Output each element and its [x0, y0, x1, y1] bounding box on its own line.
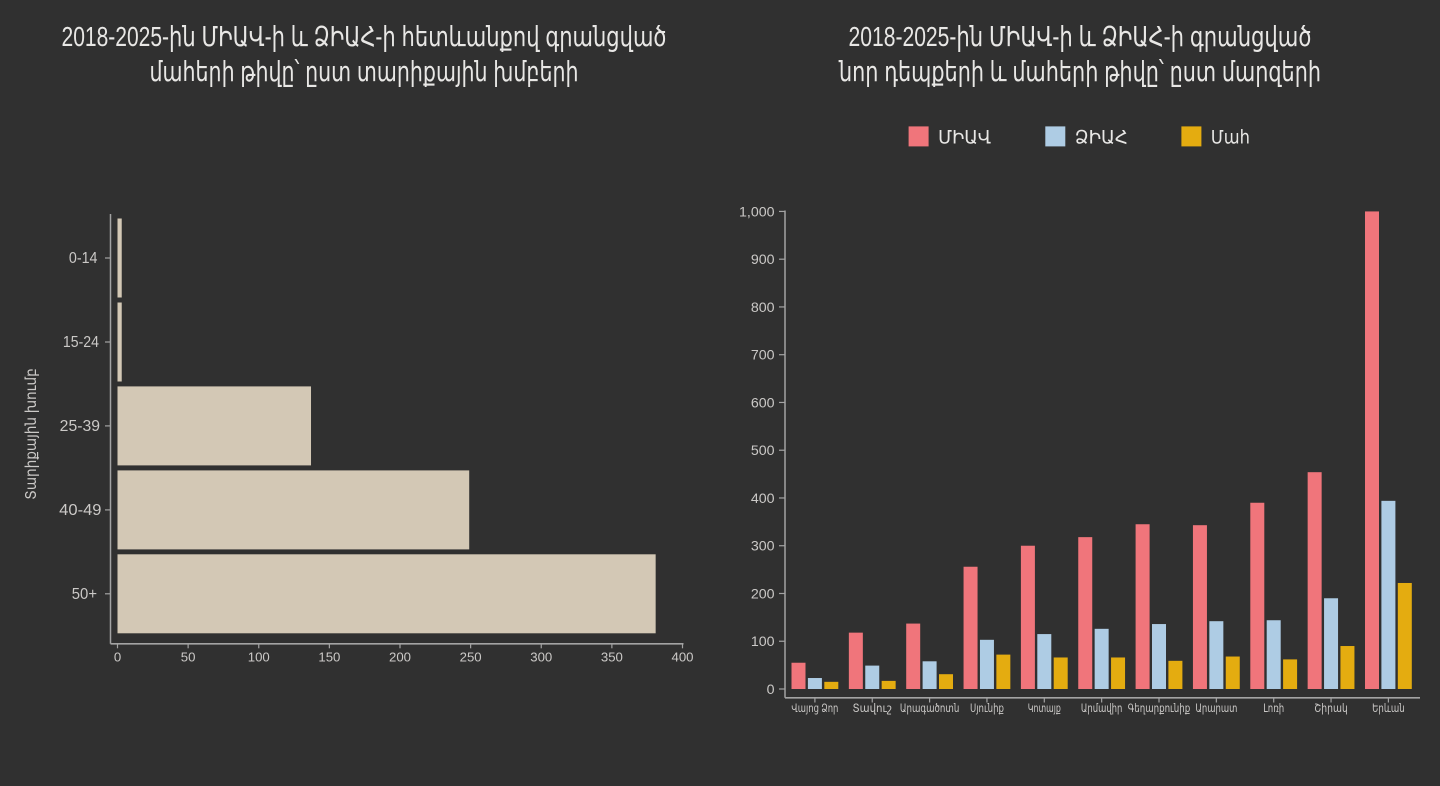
svg-text:Կոտայք: Կոտայք	[1028, 703, 1061, 715]
svg-text:0: 0	[114, 650, 121, 665]
svg-text:Երևան: Երևան	[1372, 702, 1405, 715]
svg-text:40-49: 40-49	[59, 502, 101, 519]
svg-text:400: 400	[751, 491, 775, 507]
svg-text:Մահ: Մահ	[1211, 127, 1250, 148]
svg-text:200: 200	[751, 586, 775, 602]
svg-text:0: 0	[767, 682, 775, 698]
svg-text:150: 150	[318, 650, 340, 665]
svg-text:250: 250	[460, 650, 482, 665]
svg-text:Վայոց Ձոր: Վայոց Ձոր	[791, 703, 838, 715]
svg-text:400: 400	[671, 650, 693, 665]
svg-text:Գեղարքունիք: Գեղարքունիք	[1128, 702, 1191, 715]
svg-text:ՄԻԱՎ: ՄԻԱՎ	[938, 127, 991, 148]
svg-text:25-39: 25-39	[60, 418, 100, 435]
svg-text:Արմավիր: Արմավիր	[1081, 702, 1123, 715]
svg-text:Արարատ: Արարատ	[1195, 703, 1237, 715]
svg-text:300: 300	[530, 650, 552, 665]
svg-text:200: 200	[389, 650, 411, 665]
svg-text:100: 100	[248, 650, 270, 665]
svg-text:ՁԻԱՀ: ՁԻԱՀ	[1075, 127, 1128, 148]
svg-text:300: 300	[751, 539, 775, 555]
svg-text:100: 100	[751, 634, 775, 650]
svg-text:350: 350	[601, 650, 623, 665]
svg-text:700: 700	[751, 348, 775, 364]
svg-text:2018-2025-ին ՄԻԱՎ-ի և ՁԻԱՀ-ի հ: 2018-2025-ին ՄԻԱՎ-ի և ՁԻԱՀ-ի հետևանքով գ…	[62, 21, 667, 52]
svg-text:Արագածոտն: Արագածոտն	[900, 702, 960, 715]
svg-text:50: 50	[181, 650, 196, 665]
svg-text:500: 500	[751, 443, 775, 459]
svg-text:Տավուշ: Տավուշ	[853, 702, 893, 715]
svg-text:Լոռի: Լոռի	[1263, 702, 1284, 715]
svg-text:մահերի թիվը՝ ըստ տարիքային խմբ: մահերի թիվը՝ ըստ տարիքային խմբերի	[150, 56, 579, 87]
svg-text:800: 800	[751, 300, 775, 316]
svg-text:Տարիքային խումբ: Տարիքային խումբ	[23, 368, 40, 500]
svg-text:50+: 50+	[72, 586, 97, 603]
svg-text:Շիրակ: Շիրակ	[1314, 702, 1348, 715]
svg-text:նոր դեպքերի և մահերի թիվը՝ ըստ: նոր դեպքերի և մահերի թիվը՝ ըստ մարզերի	[838, 56, 1321, 87]
svg-text:Սյունիք: Սյունիք	[970, 702, 1004, 715]
svg-text:15-24: 15-24	[63, 334, 99, 351]
svg-text:600: 600	[751, 395, 775, 411]
svg-text:2018-2025-ին ՄԻԱՎ-ի և ՁԻԱՀ-ի գ: 2018-2025-ին ՄԻԱՎ-ի և ՁԻԱՀ-ի գրանցված	[849, 21, 1312, 52]
svg-text:0-14: 0-14	[69, 250, 98, 267]
svg-text:900: 900	[751, 252, 775, 268]
svg-text:1,000: 1,000	[739, 204, 775, 220]
